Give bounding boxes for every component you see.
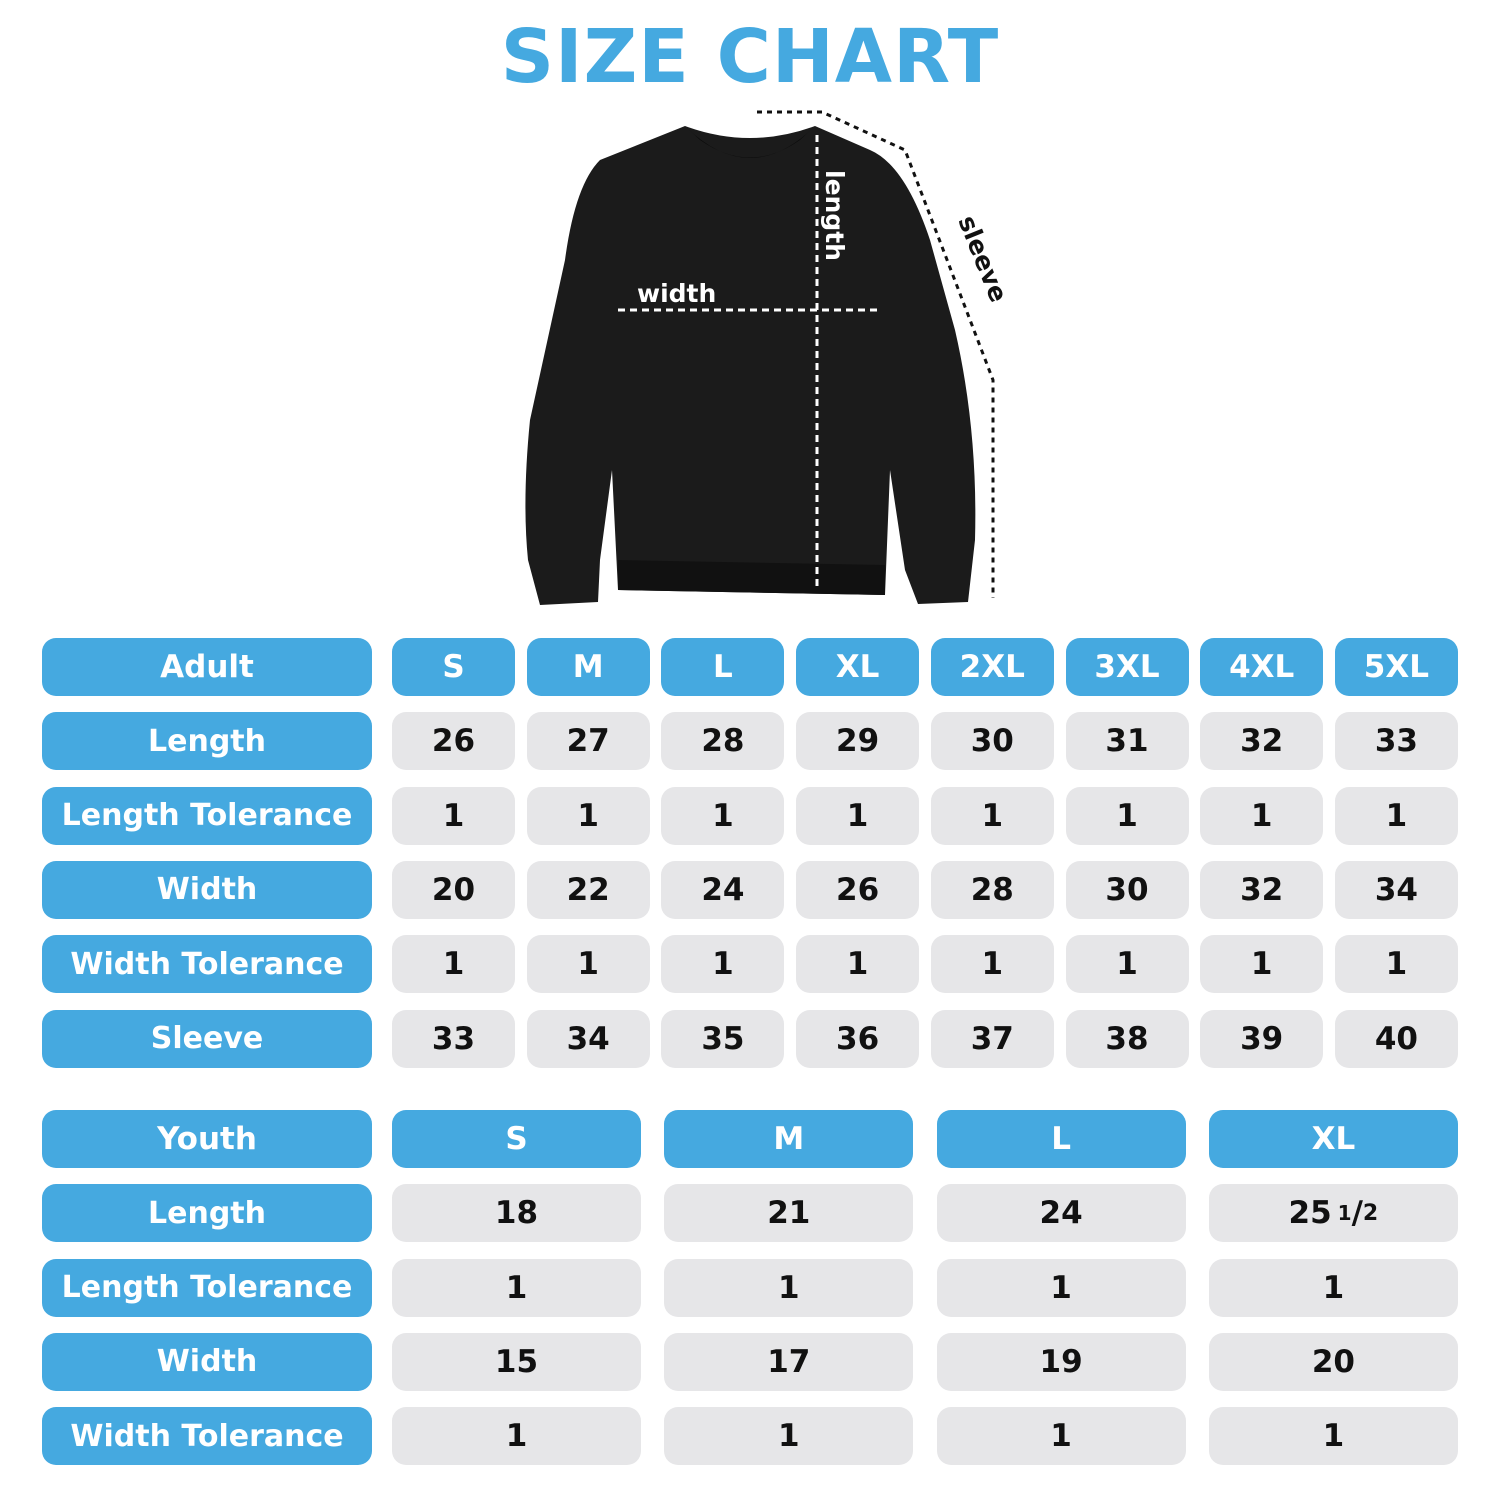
youth-header: Youth — [42, 1110, 372, 1168]
table-cell: 1 — [392, 935, 515, 994]
row-label-length-tolerance: Length Tolerance — [42, 1258, 372, 1317]
table-cell: 35 — [661, 1009, 785, 1068]
table-cell: 28 — [661, 712, 785, 771]
table-cell: 17 — [664, 1332, 914, 1391]
table-cell: 1 — [664, 1407, 914, 1466]
table-cell: 18 — [392, 1184, 641, 1243]
table-cell: 1 — [1334, 786, 1458, 845]
table-cell: 22 — [526, 860, 650, 919]
table-cell: 1 — [1200, 935, 1324, 994]
size-header-m: M — [526, 638, 650, 696]
table-cell: 1 — [661, 786, 785, 845]
table-cell: 1 — [392, 1258, 641, 1317]
row-label-length: Length — [42, 1184, 372, 1243]
table-cell: 36 — [796, 1009, 920, 1068]
row-label-width: Width — [42, 860, 372, 919]
table-cell: 37 — [930, 1009, 1054, 1068]
sweatshirt-image — [525, 126, 976, 605]
sweatshirt-diagram: width length sleeve — [525, 110, 1013, 605]
table-cell: 1 — [936, 1258, 1186, 1317]
row-label-sleeve: Sleeve — [42, 1009, 372, 1068]
table-cell: 34 — [1334, 860, 1458, 919]
table-cell: 1 — [526, 786, 650, 845]
table-cell: 28 — [930, 860, 1054, 919]
table-cell: 26 — [796, 860, 920, 919]
size-header-xl: XL — [796, 638, 920, 696]
table-cell: 1 — [526, 935, 650, 994]
table-cell: 1 — [936, 1407, 1186, 1466]
row-label-width-tolerance: Width Tolerance — [42, 1407, 372, 1466]
row-label-width: Width — [42, 1332, 372, 1391]
size-header-s: S — [392, 1110, 641, 1168]
width-label: width — [637, 279, 716, 308]
table-cell: 19 — [936, 1332, 1186, 1391]
size-header-4xl: 4XL — [1200, 638, 1324, 696]
table-cell: 1 — [1065, 786, 1189, 845]
adult-header: Adult — [42, 638, 372, 696]
size-header-l: L — [661, 638, 785, 696]
table-cell: 34 — [526, 1009, 650, 1068]
table-cell: 1 — [392, 1407, 641, 1466]
table-cell: 1 — [1208, 1258, 1458, 1317]
size-header-xl: XL — [1208, 1110, 1458, 1168]
table-cell: 32 — [1200, 860, 1324, 919]
table-cell: 1 — [1200, 786, 1324, 845]
row-label-length-tolerance: Length Tolerance — [42, 786, 372, 845]
table-cell: 33 — [1334, 712, 1458, 771]
table-cell: 33 — [392, 1009, 515, 1068]
table-cell: 40 — [1334, 1009, 1458, 1068]
size-header-m: M — [664, 1110, 914, 1168]
table-cell: 1 — [930, 935, 1054, 994]
size-header-5xl: 5XL — [1334, 638, 1458, 696]
table-cell: 24 — [661, 860, 785, 919]
table-cell: 30 — [1065, 860, 1189, 919]
table-cell: 1 — [1208, 1407, 1458, 1466]
table-cell: 1 — [796, 935, 920, 994]
table-cell: 1 — [1334, 935, 1458, 994]
table-cell: 15 — [392, 1332, 641, 1391]
table-cell: 24 — [936, 1184, 1186, 1243]
table-cell: 1 — [796, 786, 920, 845]
table-cell: 30 — [930, 712, 1054, 771]
table-cell: 25 1/2 — [1208, 1184, 1458, 1243]
table-cell: 1 — [930, 786, 1054, 845]
row-label-width-tolerance: Width Tolerance — [42, 935, 372, 994]
table-cell: 1 — [664, 1258, 914, 1317]
length-label: length — [820, 170, 849, 261]
table-cell: 32 — [1200, 712, 1324, 771]
table-cell: 29 — [796, 712, 920, 771]
size-header-3xl: 3XL — [1065, 638, 1189, 696]
table-cell: 26 — [392, 712, 515, 771]
table-cell: 20 — [1208, 1332, 1458, 1391]
size-header-2xl: 2XL — [930, 638, 1054, 696]
size-header-s: S — [392, 638, 515, 696]
page-title: SIZE CHART — [500, 14, 1000, 100]
table-cell: 1 — [661, 935, 785, 994]
table-cell: 20 — [392, 860, 515, 919]
table-cell: 38 — [1065, 1009, 1189, 1068]
table-cell: 21 — [664, 1184, 914, 1243]
table-cell: 1 — [392, 786, 515, 845]
table-cell: 31 — [1065, 712, 1189, 771]
row-label-length: Length — [42, 712, 372, 771]
table-cell: 1 — [1065, 935, 1189, 994]
sleeve-label: sleeve — [952, 211, 1013, 306]
size-header-l: L — [936, 1110, 1186, 1168]
table-cell: 39 — [1200, 1009, 1324, 1068]
table-cell: 27 — [526, 712, 650, 771]
